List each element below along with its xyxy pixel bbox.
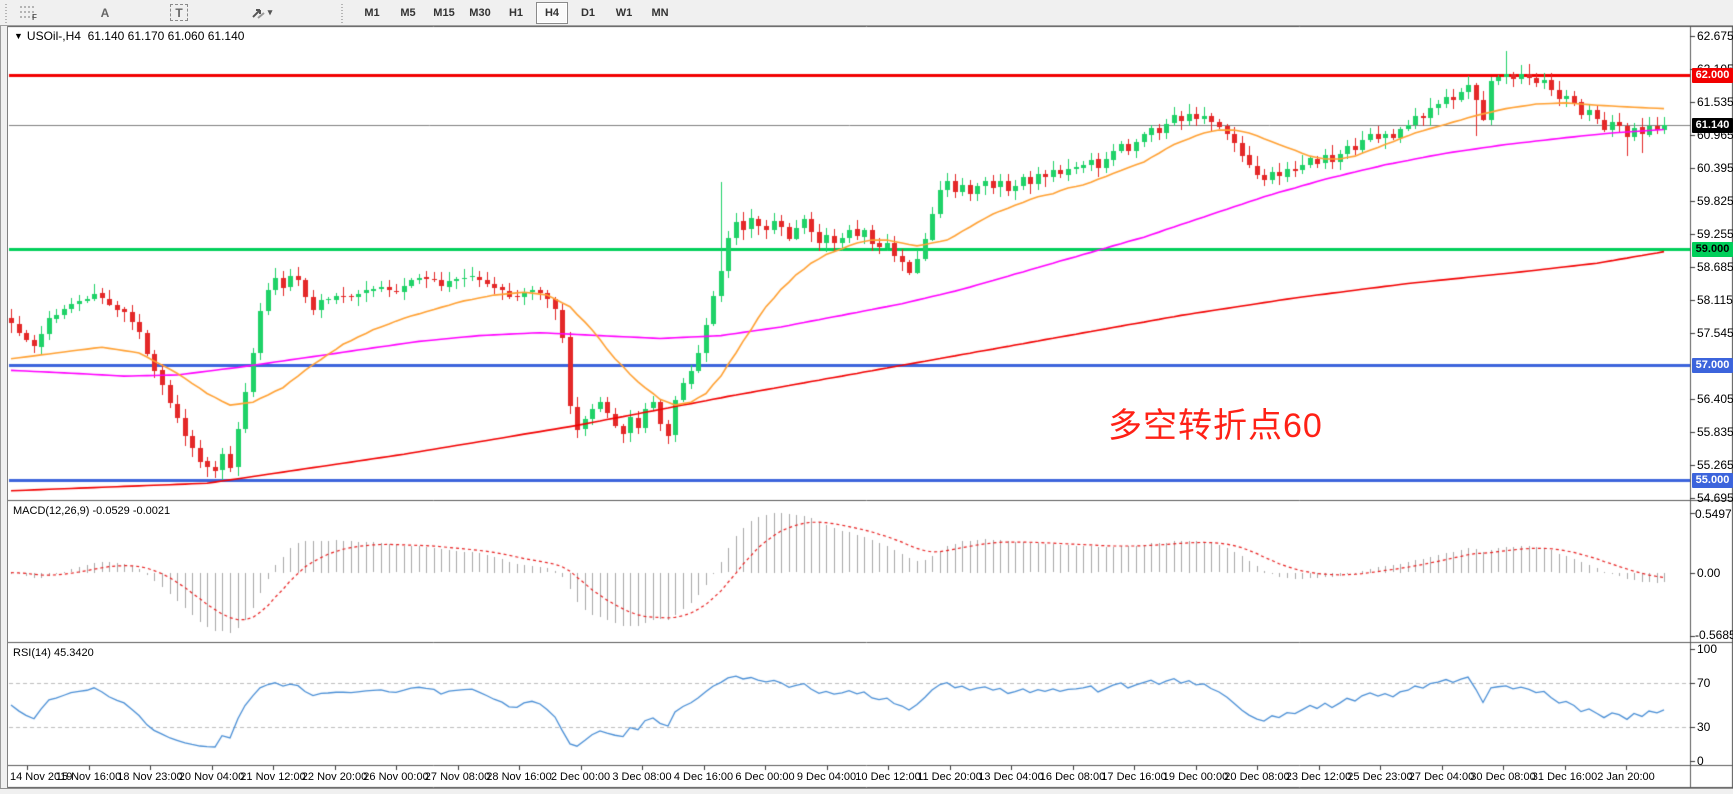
left-window-edge (0, 26, 8, 788)
hline-badge-59.000: 59.000 (1692, 242, 1733, 257)
price-tick-label: 54.695 (1697, 491, 1733, 505)
chevron-down-icon: ▾ (267, 7, 273, 17)
time-axis-label: 17 Dec 16:00 (1101, 771, 1167, 783)
time-axis-label: 22 Nov 20:00 (301, 771, 368, 783)
toolbar-drag-handle[interactable] (2, 2, 10, 23)
price-tick-label: 55.265 (1697, 458, 1733, 472)
text-label-button[interactable]: A (92, 3, 118, 23)
timeframe-button-m1[interactable]: M1 (364, 6, 380, 19)
macd-name: MACD(12,26,9) (13, 505, 90, 517)
rsi-label: RSI(14) 45.3420 (13, 647, 94, 659)
price-tick-label: 57.545 (1697, 326, 1733, 340)
macd-values: -0.0529 -0.0021 (92, 505, 171, 517)
time-axis-label: 14 Nov 2019 (10, 771, 73, 783)
chart-canvas[interactable] (0, 26, 1733, 794)
annotation-text: 多空转折点60 (1108, 407, 1323, 445)
time-axis-label: 26 Nov 00:00 (363, 771, 429, 783)
fibonacci-icon: F (20, 6, 37, 20)
time-axis-label: 28 Nov 16:00 (486, 771, 552, 783)
time-axis-label: 27 Dec 04:00 (1408, 771, 1475, 783)
price-tick-label: 55.835 (1697, 425, 1733, 439)
rsi-axis-label: 30 (1697, 720, 1711, 735)
time-axis-label: 20 Dec 08:00 (1224, 771, 1290, 783)
toolbar: F A T ▾ M1 M5 M15 M30 H1 H4 D1 W1 MN (0, 0, 1733, 26)
timeframe-button-mn[interactable]: MN (651, 6, 669, 19)
timeframe-button-w1[interactable]: W1 (615, 6, 633, 19)
rsi-axis-label: 70 (1697, 675, 1711, 690)
time-axis-label: 19 Dec 00:00 (1162, 771, 1229, 783)
price-axis[interactable] (1691, 26, 1733, 766)
time-axis-label: 18 Nov 23:00 (117, 771, 183, 783)
arrows-icon (252, 8, 265, 19)
time-axis-label: 3 Dec 08:00 (612, 771, 672, 783)
bottom-window-edge (0, 788, 1733, 794)
price-tick-label: 58.115 (1697, 293, 1733, 307)
price-tick-label: 59.825 (1697, 194, 1733, 208)
price-tick-label: 56.405 (1697, 392, 1733, 406)
rsi-name: RSI(14) (13, 647, 51, 659)
hline-badge-62.000: 62.000 (1692, 68, 1733, 83)
text-button[interactable]: T (166, 3, 192, 23)
price-tick-label: 59.255 (1697, 227, 1733, 241)
hline-badge-57.000: 57.000 (1692, 358, 1733, 373)
timeframe-button-h4[interactable]: H4 (536, 1, 568, 24)
time-axis-label: 11 Dec 20:00 (917, 771, 982, 783)
timeframe-button-m5[interactable]: M5 (400, 6, 416, 19)
time-axis[interactable] (8, 766, 1690, 788)
hline-badge-55.000: 55.000 (1692, 473, 1733, 488)
price-tick-label: 61.535 (1697, 95, 1733, 109)
timeframe-toolbar-handle[interactable] (338, 2, 346, 23)
time-axis-label: 25 Dec 23:00 (1347, 771, 1413, 783)
macd-axis-min: -0.5685 (1695, 628, 1733, 642)
time-axis-label: 30 Dec 08:00 (1470, 771, 1536, 783)
timeframe-button-m30[interactable]: M30 (469, 6, 491, 19)
rsi-axis-label: 0 (1697, 754, 1704, 768)
timeframe-button-h1[interactable]: H1 (508, 6, 524, 19)
time-axis-label: 27 Nov 08:00 (424, 771, 491, 783)
price-tick-label: 62.675 (1697, 29, 1733, 43)
rsi-value: 45.3420 (53, 647, 94, 659)
time-axis-label: 23 Dec 12:00 (1285, 771, 1352, 783)
arrows-button[interactable]: ▾ (244, 3, 282, 23)
chart-title: ▼ USOil-,H4 61.140 61.170 61.060 61.140 (14, 29, 244, 43)
macd-axis-zero: 0.00 (1697, 565, 1721, 580)
timeframe-button-group: M1 M5 M15 M30 H1 H4 D1 W1 MN (356, 1, 680, 24)
time-axis-label: 4 Dec 16:00 (673, 771, 734, 783)
time-axis-label: 31 Dec 16:00 (1531, 771, 1598, 783)
symbol-dropdown-icon[interactable]: ▼ (14, 31, 23, 41)
price-tick-label: 58.685 (1697, 260, 1733, 274)
time-axis-label: 2 Jan 20:00 (1597, 771, 1655, 783)
rsi-axis-label: 100 (1697, 642, 1718, 656)
price-tick-label: 60.395 (1697, 161, 1733, 175)
text-label-icon: A (100, 5, 110, 20)
time-axis-label: 13 Dec 04:00 (978, 771, 1044, 783)
ohlc-values: 61.140 61.170 61.060 61.140 (87, 29, 245, 43)
time-axis-label: 10 Dec 12:00 (855, 771, 921, 783)
time-axis-label: 16 Dec 08:00 (1039, 771, 1106, 783)
time-axis-label: 6 Dec 00:00 (735, 771, 795, 783)
macd-axis-max: 0.5497 (1695, 507, 1732, 521)
text-icon: T (170, 4, 188, 21)
time-axis-label: 21 Nov 12:00 (240, 771, 306, 783)
symbol-period: USOil-,H4 (26, 29, 81, 43)
time-axis-label: 20 Nov 04:00 (178, 771, 245, 783)
timeframe-button-m15[interactable]: M15 (433, 6, 455, 19)
fibonacci-button[interactable]: F (16, 3, 42, 23)
time-axis-label: 9 Dec 04:00 (796, 771, 857, 783)
macd-label: MACD(12,26,9) -0.0529 -0.0021 (13, 505, 170, 517)
timeframe-button-d1[interactable]: D1 (580, 6, 596, 19)
time-axis-label: 2 Dec 00:00 (550, 771, 611, 783)
time-axis-label: 15 Nov 16:00 (55, 771, 122, 783)
current-price-badge: 61.140 (1692, 118, 1733, 133)
svg-text:F: F (32, 13, 37, 20)
